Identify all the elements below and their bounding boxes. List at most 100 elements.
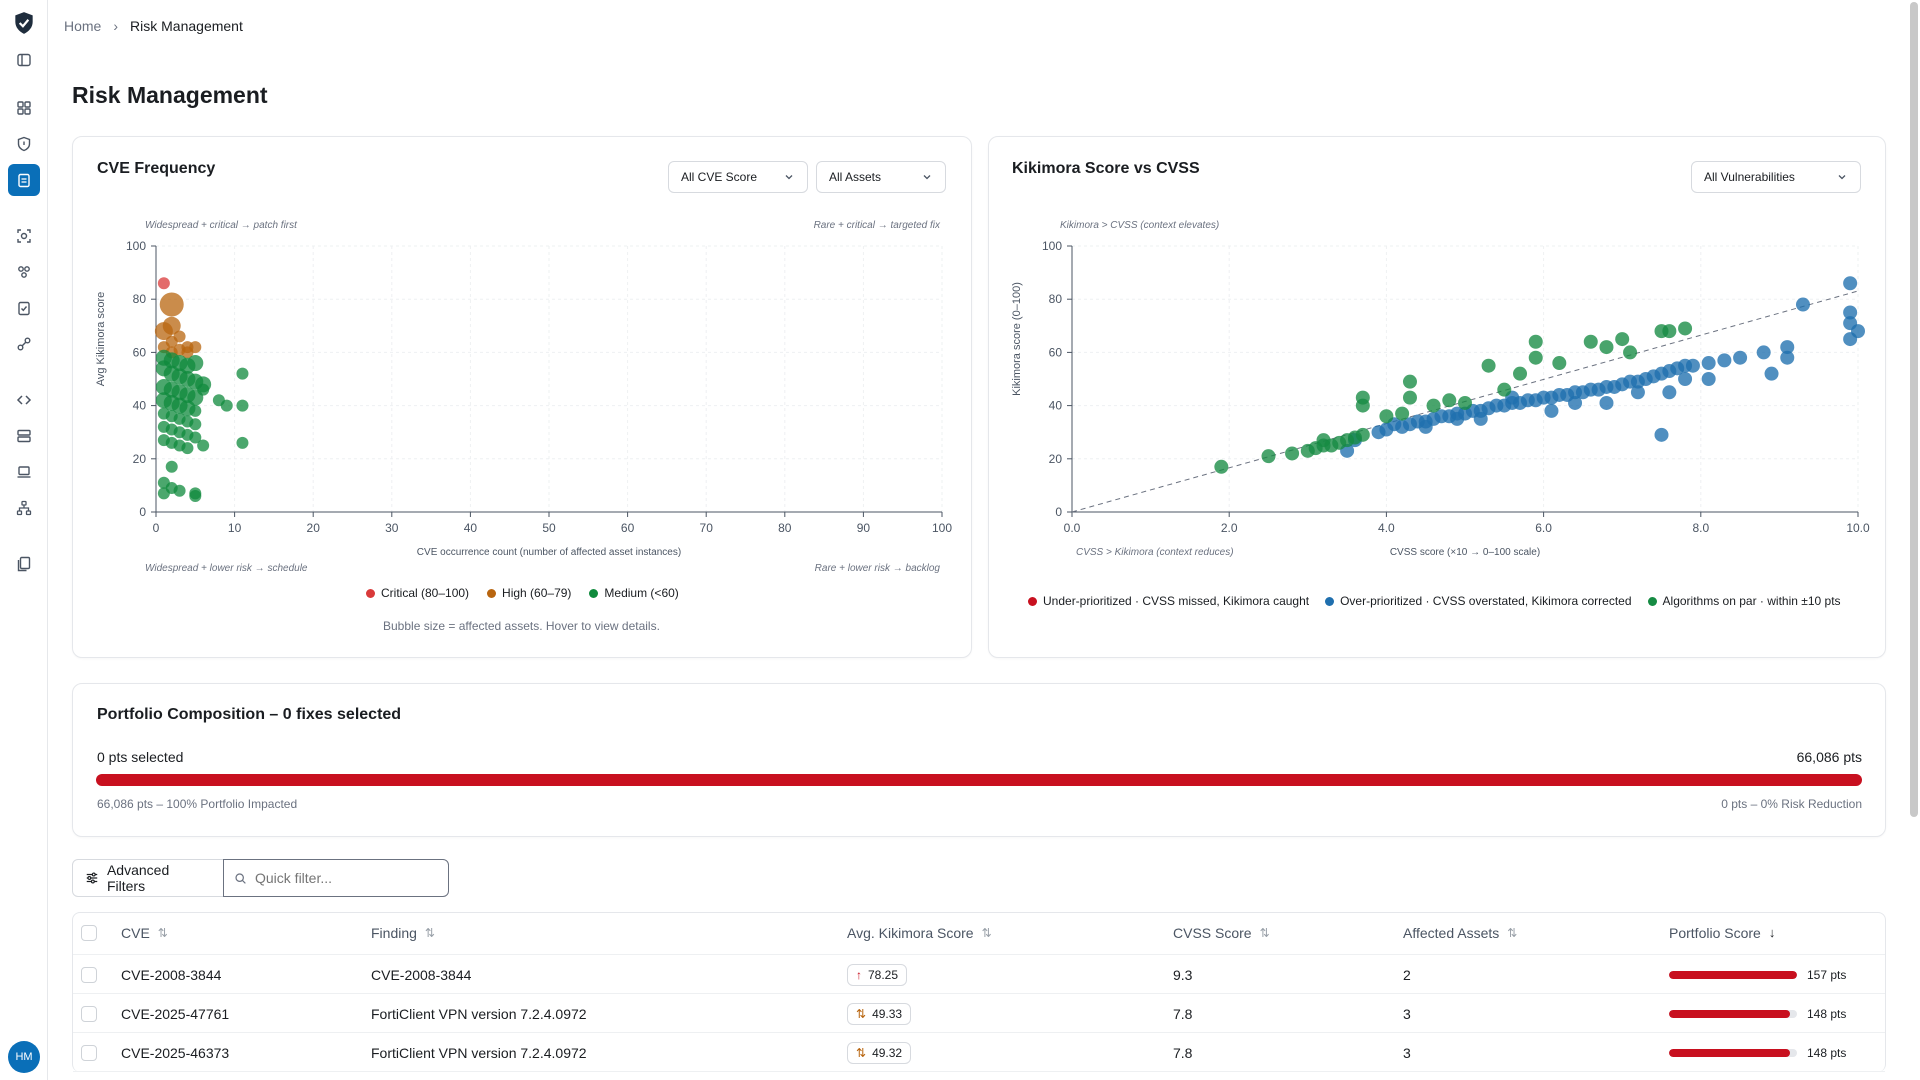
x-tick-label: 40 — [464, 521, 478, 535]
on-par-point — [1355, 427, 1370, 442]
reports-icon[interactable] — [12, 552, 36, 576]
portfolio-score-bar — [1669, 1009, 1797, 1018]
medium-bubble — [189, 418, 202, 431]
clipboard-icon[interactable] — [8, 164, 40, 196]
sort-desc-icon: ↓ — [1768, 925, 1776, 940]
quadrant-label-rare-critical: Rare + critical → targeted fix — [814, 220, 941, 231]
on-par-point — [1552, 356, 1567, 371]
x-tick-label: 10 — [228, 521, 242, 535]
medium-bubble — [157, 487, 170, 500]
y-tick-label: 40 — [1049, 399, 1063, 413]
cell-cve[interactable]: CVE-2025-46373 — [121, 1044, 230, 1061]
column-header-kikimora-score[interactable]: Avg. Kikimora Score ⇅ — [847, 924, 992, 941]
portfolio-score-bar — [1669, 970, 1797, 979]
logo-shield-icon[interactable] — [9, 8, 39, 38]
x-tick-label: 30 — [385, 521, 399, 535]
high-bubble — [159, 292, 184, 317]
on-par-point — [1497, 382, 1512, 397]
scan-icon[interactable] — [12, 224, 36, 248]
quick-filter[interactable] — [223, 859, 449, 897]
shield-icon[interactable] — [12, 132, 36, 156]
sort-icon: ⇅ — [424, 925, 435, 940]
advanced-filters-button[interactable]: Advanced Filters — [72, 859, 224, 897]
over-prioritized-point — [1544, 403, 1559, 418]
on-par-point — [1214, 459, 1229, 474]
vulnerabilities-dropdown[interactable]: All Vulnerabilities — [1691, 161, 1861, 193]
on-par-point — [1402, 374, 1417, 389]
select-all-checkbox[interactable] — [81, 924, 97, 941]
y-axis-label: Kikimora score (0–100) — [1011, 282, 1023, 396]
filter-sliders-icon — [86, 872, 98, 884]
column-header-affected-assets[interactable]: Affected Assets ⇅ — [1403, 924, 1518, 941]
avatar[interactable]: HM — [8, 1041, 40, 1073]
trend-icon: ↑ — [856, 967, 862, 982]
page-scrollbar[interactable] — [1910, 2, 1918, 817]
y-axis-label: Avg Kikimora score — [95, 292, 107, 387]
medium-bubble — [236, 436, 249, 449]
laptop-icon[interactable] — [12, 460, 36, 484]
column-header-finding[interactable]: Finding ⇅ — [371, 924, 435, 941]
row-checkbox[interactable] — [81, 966, 97, 983]
quadrant-label-widespread-critical: Widespread + critical → patch first — [145, 220, 298, 231]
over-prioritized-point — [1701, 372, 1716, 386]
chevron-down-icon — [1838, 175, 1846, 180]
medium-bubble — [197, 439, 210, 452]
people-icon[interactable] — [12, 260, 36, 284]
on-par-point — [1615, 332, 1630, 347]
kikimora-vs-cvss-title: Kikimora Score vs CVSS — [1012, 160, 1200, 177]
on-par-point — [1583, 334, 1598, 349]
over-prioritized-point — [1780, 340, 1795, 355]
legend-on-par: Algorithms on par · within ±10 pts — [1647, 594, 1841, 608]
on-par-point — [1481, 358, 1496, 373]
medium-bubble — [236, 399, 249, 412]
on-par-point — [1513, 366, 1528, 381]
over-prioritized-point — [1685, 358, 1700, 373]
cell-cvss: 9.3 — [1173, 966, 1193, 983]
network-icon[interactable] — [12, 496, 36, 520]
code-icon[interactable] — [12, 388, 36, 412]
sidebar-toggle-icon[interactable] — [12, 48, 36, 72]
breadcrumb-home[interactable]: Home — [64, 18, 102, 34]
cell-finding: CVE-2008-3844 — [371, 966, 472, 983]
table-row[interactable]: CVE-2025-47761 FortiClient VPN version 7.… — [73, 994, 1885, 1033]
cell-finding: FortiClient VPN version 7.2.4.0972 — [371, 1044, 587, 1061]
column-header-portfolio-score[interactable]: Portfolio Score ↓ — [1669, 924, 1776, 941]
medium-bubble — [197, 383, 210, 396]
over-prioritized-point — [1717, 353, 1732, 368]
over-prioritized-point — [1678, 372, 1693, 386]
breadcrumb-current: Risk Management — [130, 18, 243, 34]
medium-bubble — [220, 399, 233, 412]
on-par-point — [1528, 350, 1543, 365]
quick-filter-input[interactable] — [255, 870, 435, 886]
table-row[interactable]: CVE-2025-46373 FortiClient VPN version 7.… — [73, 1033, 1885, 1072]
column-header-cvss-score[interactable]: CVSS Score ⇅ — [1173, 924, 1270, 941]
findings-table: CVE ⇅ Finding ⇅ Avg. Kikimora Score ⇅ CVSS … — [72, 912, 1886, 1072]
cell-cve[interactable]: CVE-2025-47761 — [121, 1005, 230, 1022]
column-header-cve[interactable]: CVE ⇅ — [121, 924, 168, 941]
trend-icon: ⇅ — [856, 1045, 867, 1060]
legend-over-prioritized: Over-prioritized · CVSS overstated, Kiki… — [1325, 594, 1632, 608]
y-tick-label: 60 — [133, 345, 147, 359]
cve-score-dropdown[interactable]: All CVE Score — [668, 161, 808, 193]
row-checkbox[interactable] — [81, 1044, 97, 1061]
quadrant-label-context-reduces: CVSS > Kikimora (context reduces) — [1076, 547, 1234, 558]
assets-dropdown[interactable]: All Assets — [816, 161, 946, 193]
quadrant-label-context-elevates: Kikimora > CVSS (context elevates) — [1060, 220, 1219, 231]
x-tick-label: 4.0 — [1378, 521, 1395, 535]
table-row[interactable]: CVE-2008-3844 CVE-2008-3844 ↑ 78.25 9.3 2 157 … — [73, 955, 1885, 994]
over-prioritized-point — [1662, 385, 1677, 400]
medium-bubble — [189, 490, 202, 503]
x-tick-label: 80 — [778, 521, 792, 535]
cell-cve[interactable]: CVE-2008-3844 — [121, 966, 222, 983]
checklist-icon[interactable] — [12, 296, 36, 320]
integrations-icon[interactable] — [12, 332, 36, 356]
x-tick-label: 70 — [700, 521, 714, 535]
cell-cvss: 7.8 — [1173, 1044, 1193, 1061]
over-prioritized-point — [1568, 395, 1583, 410]
over-prioritized-point — [1599, 395, 1614, 410]
dashboard-icon[interactable] — [12, 96, 36, 120]
high-bubble — [154, 322, 173, 341]
server-icon[interactable] — [12, 424, 36, 448]
row-checkbox[interactable] — [81, 1005, 97, 1022]
over-prioritized-point — [1764, 366, 1779, 381]
